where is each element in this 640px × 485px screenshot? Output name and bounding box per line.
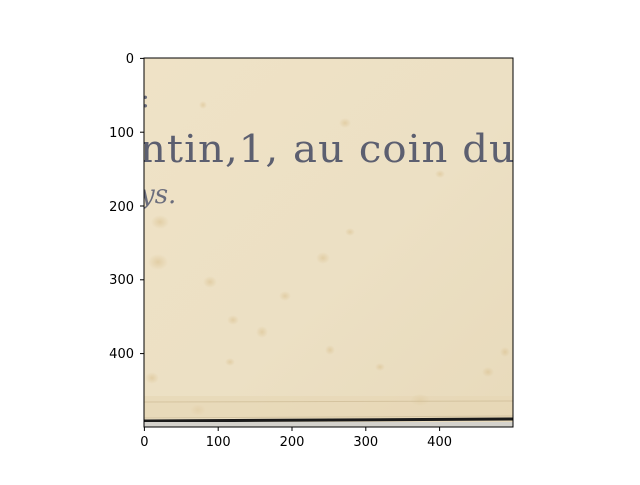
- y-tick-label: 0: [126, 52, 134, 67]
- text-fragment-top: :: [141, 84, 150, 114]
- y-axis: 0 100 200 300 400: [109, 52, 144, 362]
- y-tick-label: 400: [109, 347, 134, 362]
- dark-rule-line: [144, 417, 513, 423]
- photo-image: : ntin,1, au coin du ys.: [139, 58, 516, 427]
- printed-text-line-1: ntin,1, au coin du: [140, 127, 516, 171]
- x-axis: 0 100 200 300 400: [140, 427, 452, 450]
- paper-fold-line: [144, 400, 513, 403]
- x-tick-label: 100: [206, 435, 231, 450]
- x-tick-label: 400: [427, 435, 452, 450]
- paper-fold-band: [144, 396, 513, 418]
- x-tick-label: 0: [140, 435, 148, 450]
- x-tick-label: 300: [353, 435, 378, 450]
- y-tick-label: 200: [109, 200, 134, 215]
- paper-background: [144, 58, 513, 427]
- printed-text-line-2: ys.: [139, 180, 176, 210]
- y-tick-label: 100: [109, 126, 134, 141]
- y-tick-label: 300: [109, 273, 134, 288]
- axes-frame: [143, 57, 514, 428]
- bottom-margin-strip: [144, 422, 513, 427]
- x-tick-label: 200: [280, 435, 305, 450]
- paper-edge-line: [144, 415, 513, 419]
